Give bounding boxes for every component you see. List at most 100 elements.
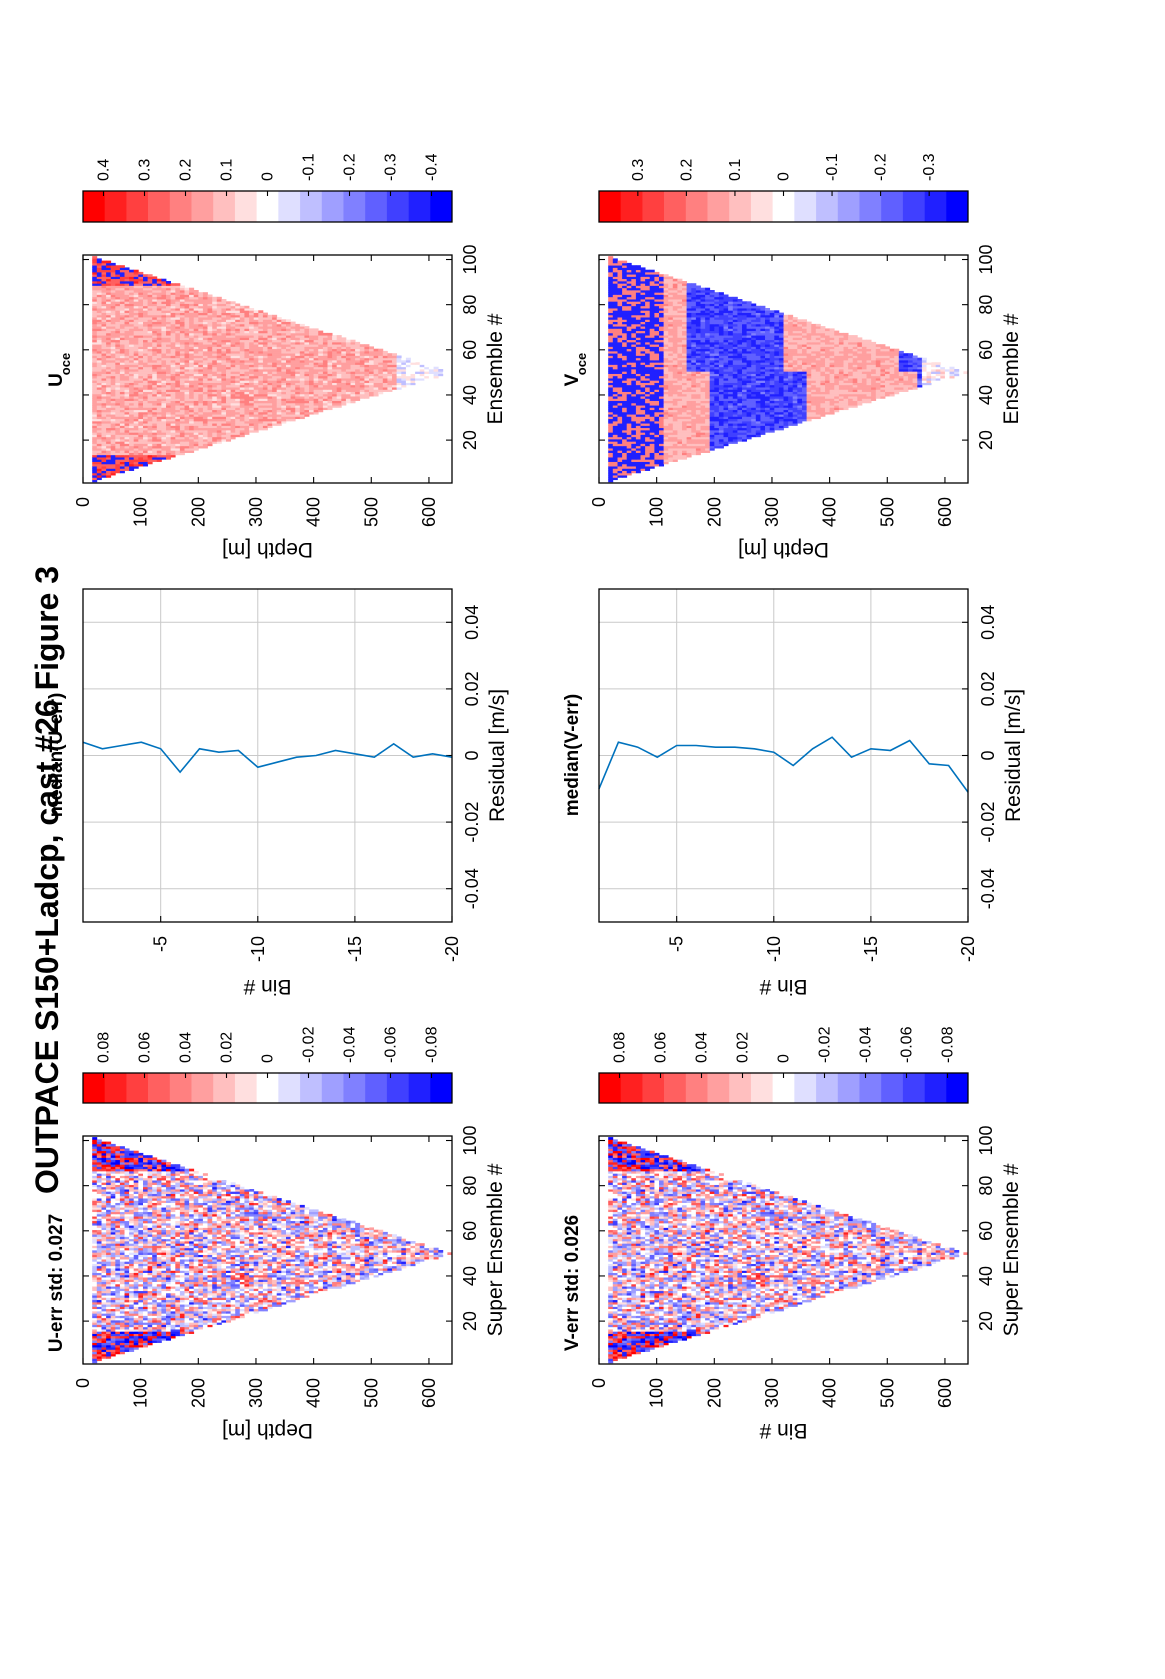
heatmap-cell — [166, 427, 172, 431]
heatmap-cell — [207, 1286, 213, 1289]
heatmap-cell — [235, 1272, 241, 1276]
heatmap-cell — [175, 423, 181, 426]
heatmap-cell — [133, 1331, 139, 1334]
heatmap-cell — [152, 1209, 158, 1213]
heatmap-cell — [124, 1247, 130, 1251]
heatmap-cell — [147, 1311, 153, 1314]
heatmap-cell — [92, 1177, 98, 1181]
heatmap-cell — [202, 1304, 208, 1307]
heatmap-cell — [101, 1304, 107, 1307]
heatmap-cell — [179, 1213, 185, 1217]
heatmap-cell — [115, 1265, 121, 1269]
heatmap-cell — [184, 1326, 190, 1330]
heatmap-cell — [161, 457, 167, 460]
heatmap-cell — [193, 1326, 199, 1330]
heatmap-cell — [147, 1304, 153, 1307]
heatmap-cell — [355, 1241, 361, 1244]
heatmap-cell — [124, 1209, 130, 1213]
heatmap-cell — [281, 418, 287, 422]
heatmap-cell — [106, 461, 112, 465]
heatmap-cell — [147, 1193, 153, 1197]
heatmap-cell — [189, 1297, 195, 1301]
heatmap-cell — [96, 1171, 102, 1174]
heatmap-cell — [119, 407, 125, 411]
heatmap-cell — [336, 1283, 342, 1287]
heatmap-cell — [304, 409, 310, 413]
heatmap-cell — [175, 427, 181, 431]
heatmap-cell — [239, 1225, 245, 1228]
heatmap-cell — [133, 423, 139, 426]
heatmap-cell — [119, 1295, 125, 1298]
heatmap-cell — [193, 400, 199, 404]
heatmap-cell — [101, 427, 107, 431]
heatmap-cell — [244, 1209, 250, 1213]
heatmap-cell — [189, 423, 195, 426]
heatmap-cell — [258, 1204, 264, 1208]
heatmap-cell — [189, 1277, 195, 1280]
heatmap-cell — [96, 470, 102, 474]
heatmap-cell — [152, 409, 158, 413]
heatmap-cell — [198, 1270, 204, 1273]
heatmap-cell — [96, 1211, 102, 1215]
heatmap-cell — [179, 1279, 185, 1282]
heatmap-cell — [286, 409, 292, 413]
heatmap-cell — [226, 1211, 232, 1215]
heatmap-cell — [106, 1231, 112, 1235]
heatmap-cell — [202, 436, 208, 440]
heatmap-cell — [170, 402, 176, 406]
heatmap-cell — [101, 1256, 107, 1260]
heatmap-cell — [184, 1175, 190, 1179]
heatmap-cell — [198, 1315, 204, 1319]
heatmap-cell — [110, 450, 116, 453]
heatmap-cell — [355, 1270, 361, 1273]
heatmap-cell — [207, 1254, 213, 1258]
heatmap-cell — [110, 1198, 116, 1201]
heatmap-cell — [110, 418, 116, 422]
heatmap-cell — [166, 1338, 172, 1341]
heatmap-cell — [115, 470, 121, 474]
heatmap-cell — [92, 1143, 98, 1147]
heatmap-cell — [364, 1265, 370, 1269]
heatmap-cell — [230, 1216, 236, 1219]
heatmap-cell — [364, 1236, 370, 1240]
heatmap-cell — [309, 1241, 315, 1244]
heatmap-cell — [115, 1301, 121, 1305]
heatmap-cell — [156, 1186, 162, 1190]
heatmap-cell — [166, 1324, 172, 1328]
heatmap-cell — [244, 1299, 250, 1303]
heatmap-cell — [419, 1250, 425, 1253]
heatmap-cell — [129, 1315, 135, 1319]
colorbar-swatch — [104, 1073, 127, 1103]
heatmap-cell — [138, 1250, 144, 1253]
heatmap-cell — [350, 1261, 356, 1264]
heatmap-cell — [143, 1340, 149, 1343]
heatmap-cell — [124, 1286, 130, 1289]
heatmap-cell — [235, 1274, 241, 1278]
heatmap-cell — [299, 1252, 305, 1255]
heatmap-cell — [119, 432, 125, 435]
heatmap-cell — [239, 1213, 245, 1217]
heatmap-cell — [152, 1243, 158, 1246]
heatmap-cell — [230, 1254, 236, 1258]
heatmap-cell — [373, 1247, 379, 1251]
heatmap-cell — [198, 1261, 204, 1264]
heatmap-cell — [96, 1229, 102, 1233]
heatmap-cell — [226, 1218, 232, 1222]
heatmap-cell — [239, 1263, 245, 1267]
heatmap-cell — [184, 1218, 190, 1222]
heatmap-cell — [235, 1189, 241, 1192]
heatmap-cell — [299, 1204, 305, 1208]
heatmap-cell — [355, 1229, 361, 1233]
heatmap-cell — [184, 1171, 190, 1174]
heatmap-cell — [336, 1265, 342, 1269]
heatmap-cell — [216, 1222, 222, 1226]
heatmap-cell — [212, 1286, 218, 1289]
heatmap-cell — [253, 1213, 259, 1217]
heatmap-cell — [235, 425, 241, 429]
heatmap-cell — [119, 1148, 125, 1152]
heatmap-cell — [106, 1222, 112, 1226]
heatmap-cell — [286, 1236, 292, 1240]
heatmap-cell — [147, 450, 153, 453]
heatmap-cell — [184, 416, 190, 420]
heatmap-cell — [230, 1317, 236, 1321]
